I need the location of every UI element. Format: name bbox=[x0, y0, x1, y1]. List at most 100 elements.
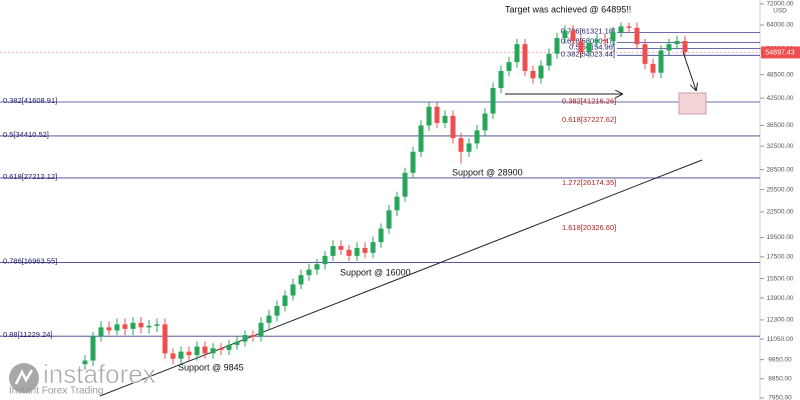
candle-body bbox=[426, 106, 432, 126]
y-tick-label: 19500.00 bbox=[766, 234, 793, 241]
y-tick-label: 28500.00 bbox=[766, 166, 793, 173]
candle-body bbox=[330, 245, 336, 256]
projection-label: 0.618[37227.62] bbox=[562, 115, 616, 124]
candle-body bbox=[274, 305, 280, 316]
support-annotation: Support @ 28900 bbox=[452, 167, 523, 177]
candle-body bbox=[250, 335, 256, 337]
y-tick-label: 32500.00 bbox=[766, 143, 793, 150]
candle-body bbox=[602, 39, 608, 42]
forecast-arrow bbox=[682, 51, 696, 90]
candle-body bbox=[90, 336, 96, 361]
y-tick-label: 22500.00 bbox=[766, 209, 793, 216]
candle-body bbox=[666, 44, 672, 51]
candle-body bbox=[106, 327, 112, 331]
candle-body bbox=[458, 138, 464, 152]
candle-body bbox=[634, 27, 640, 45]
trend-line bbox=[99, 159, 703, 397]
last-price-box bbox=[761, 46, 800, 59]
target-zone bbox=[678, 92, 707, 115]
candle-body bbox=[450, 115, 456, 139]
recent-fib-label: 0.5[56154.96] bbox=[569, 42, 615, 51]
candle-body bbox=[322, 255, 328, 265]
candle-body bbox=[498, 70, 504, 88]
candle-body bbox=[506, 62, 512, 71]
projection-label: 0.382[41216.26] bbox=[562, 97, 616, 106]
fib-level-label: 0.382[41608.91] bbox=[3, 96, 57, 105]
candle-body bbox=[258, 322, 264, 337]
candle-body bbox=[362, 247, 368, 253]
candle-body bbox=[146, 325, 152, 328]
fib-level-label: 0.618[27212.12] bbox=[3, 172, 57, 181]
candle-body bbox=[138, 322, 144, 328]
candle-body bbox=[202, 346, 208, 354]
candle-body bbox=[242, 335, 248, 342]
candle-body bbox=[538, 65, 544, 79]
candle-body bbox=[578, 41, 584, 53]
candle-body bbox=[218, 348, 224, 350]
currency: USD bbox=[773, 8, 787, 15]
recent-fib-label: 0.786[61321.18] bbox=[561, 27, 615, 36]
candle-body bbox=[162, 324, 168, 354]
y-tick-label: 8850.00 bbox=[768, 376, 792, 383]
price-axis: 72000.0064000.0056000.0048500.0042500.00… bbox=[760, 1, 794, 400]
candle-body bbox=[226, 344, 232, 350]
support-annotation: Support @ 16000 bbox=[340, 267, 411, 277]
fib-level-label: 0.5[34410.52] bbox=[3, 130, 49, 139]
projection-label: 1.618[20326.60] bbox=[562, 223, 616, 232]
candle-body bbox=[482, 113, 488, 131]
candle-body bbox=[154, 324, 160, 326]
candle-body bbox=[266, 315, 272, 323]
candle-body bbox=[586, 42, 592, 53]
y-tick-label: 72000.00 bbox=[766, 1, 793, 8]
candle-body bbox=[410, 151, 416, 173]
candle-body bbox=[434, 106, 440, 123]
candle-body bbox=[530, 70, 536, 79]
candle-body bbox=[210, 348, 216, 354]
candle-body bbox=[610, 32, 616, 42]
candles bbox=[82, 22, 688, 370]
candle-body bbox=[418, 125, 424, 152]
y-tick-label: 36500.00 bbox=[766, 122, 793, 129]
candle-body bbox=[178, 351, 184, 359]
candle-body bbox=[290, 284, 296, 296]
candle-body bbox=[402, 172, 408, 197]
candle-body bbox=[514, 44, 520, 63]
candle-body bbox=[658, 50, 664, 73]
candle-body bbox=[474, 130, 480, 144]
candle-body bbox=[234, 341, 240, 345]
candle-body bbox=[386, 210, 392, 229]
projection-label: 1.272[26174.35] bbox=[562, 178, 616, 187]
recent-fib-label: 0.618[58060.47] bbox=[561, 36, 615, 45]
candle-body bbox=[306, 269, 312, 276]
fib-level-label: 0.786[16963.55] bbox=[3, 256, 57, 265]
last-price-label: 54897.43 bbox=[765, 49, 794, 56]
candle-body bbox=[370, 242, 376, 253]
candle-body bbox=[346, 249, 352, 256]
logo: instaforex Instant Forex Trading bbox=[9, 359, 156, 397]
y-tick-label: 64000.00 bbox=[766, 22, 793, 29]
candle-body bbox=[314, 264, 320, 270]
fib-level-label: 0.88[11229.24] bbox=[3, 330, 53, 339]
candle-body bbox=[554, 38, 560, 54]
levels: 0.382[41608.91] 0.5[34410.52] 0.618[27212.… bbox=[0, 27, 760, 372]
logo-mark bbox=[14, 369, 34, 385]
y-tick-label: 25500.00 bbox=[766, 186, 793, 193]
candle-body bbox=[650, 63, 656, 73]
candle-body bbox=[186, 351, 192, 356]
candle-body bbox=[466, 143, 472, 152]
candle-body bbox=[394, 196, 400, 211]
y-tick-label: 17500.00 bbox=[766, 254, 793, 261]
logo-tagline: Instant Forex Trading bbox=[9, 386, 104, 397]
logo-name: instaforex bbox=[43, 359, 156, 389]
y-tick-label: 48500.00 bbox=[766, 71, 793, 78]
candle-body bbox=[642, 44, 648, 64]
candle-body bbox=[114, 324, 120, 331]
candle-body bbox=[442, 115, 448, 123]
candle-body bbox=[626, 26, 632, 28]
candle-body bbox=[674, 41, 680, 45]
candle-body bbox=[490, 87, 496, 114]
candle-body bbox=[98, 327, 104, 337]
candle-body bbox=[82, 360, 88, 365]
candle-body bbox=[338, 245, 344, 250]
